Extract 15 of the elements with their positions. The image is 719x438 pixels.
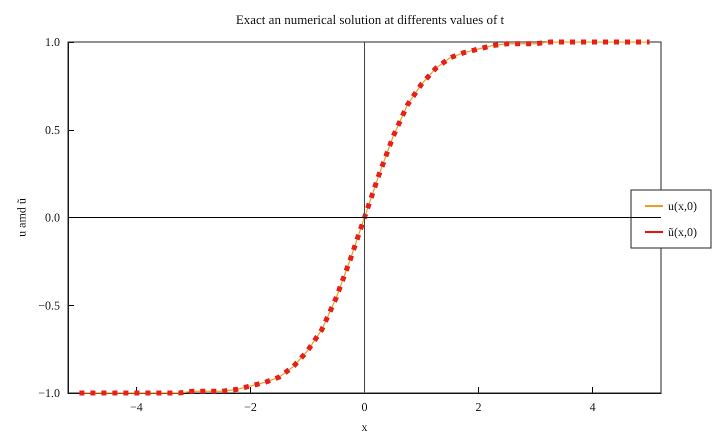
legend-label: u(x,0) xyxy=(668,199,698,213)
legend-label: ũ(x,0) xyxy=(668,225,698,239)
x-tick-label: −4 xyxy=(130,400,143,414)
y-tick-label: 0.0 xyxy=(45,210,60,224)
x-tick-label: 2 xyxy=(476,400,482,414)
y-tick-label: 1.0 xyxy=(45,35,60,49)
y-tick-label: 0.5 xyxy=(45,122,60,137)
y-tick-label: −0.5 xyxy=(38,298,60,312)
y-axis-title: u amd ũ xyxy=(14,198,28,237)
y-tick-label: −1.0 xyxy=(38,386,60,400)
x-tick-label: −2 xyxy=(244,400,257,414)
x-axis-title: x xyxy=(362,420,368,434)
chart-title: Exact an numerical solution at differents values of t xyxy=(236,12,505,27)
x-tick-label: 0 xyxy=(362,400,368,414)
x-tick-label: 4 xyxy=(590,400,596,414)
